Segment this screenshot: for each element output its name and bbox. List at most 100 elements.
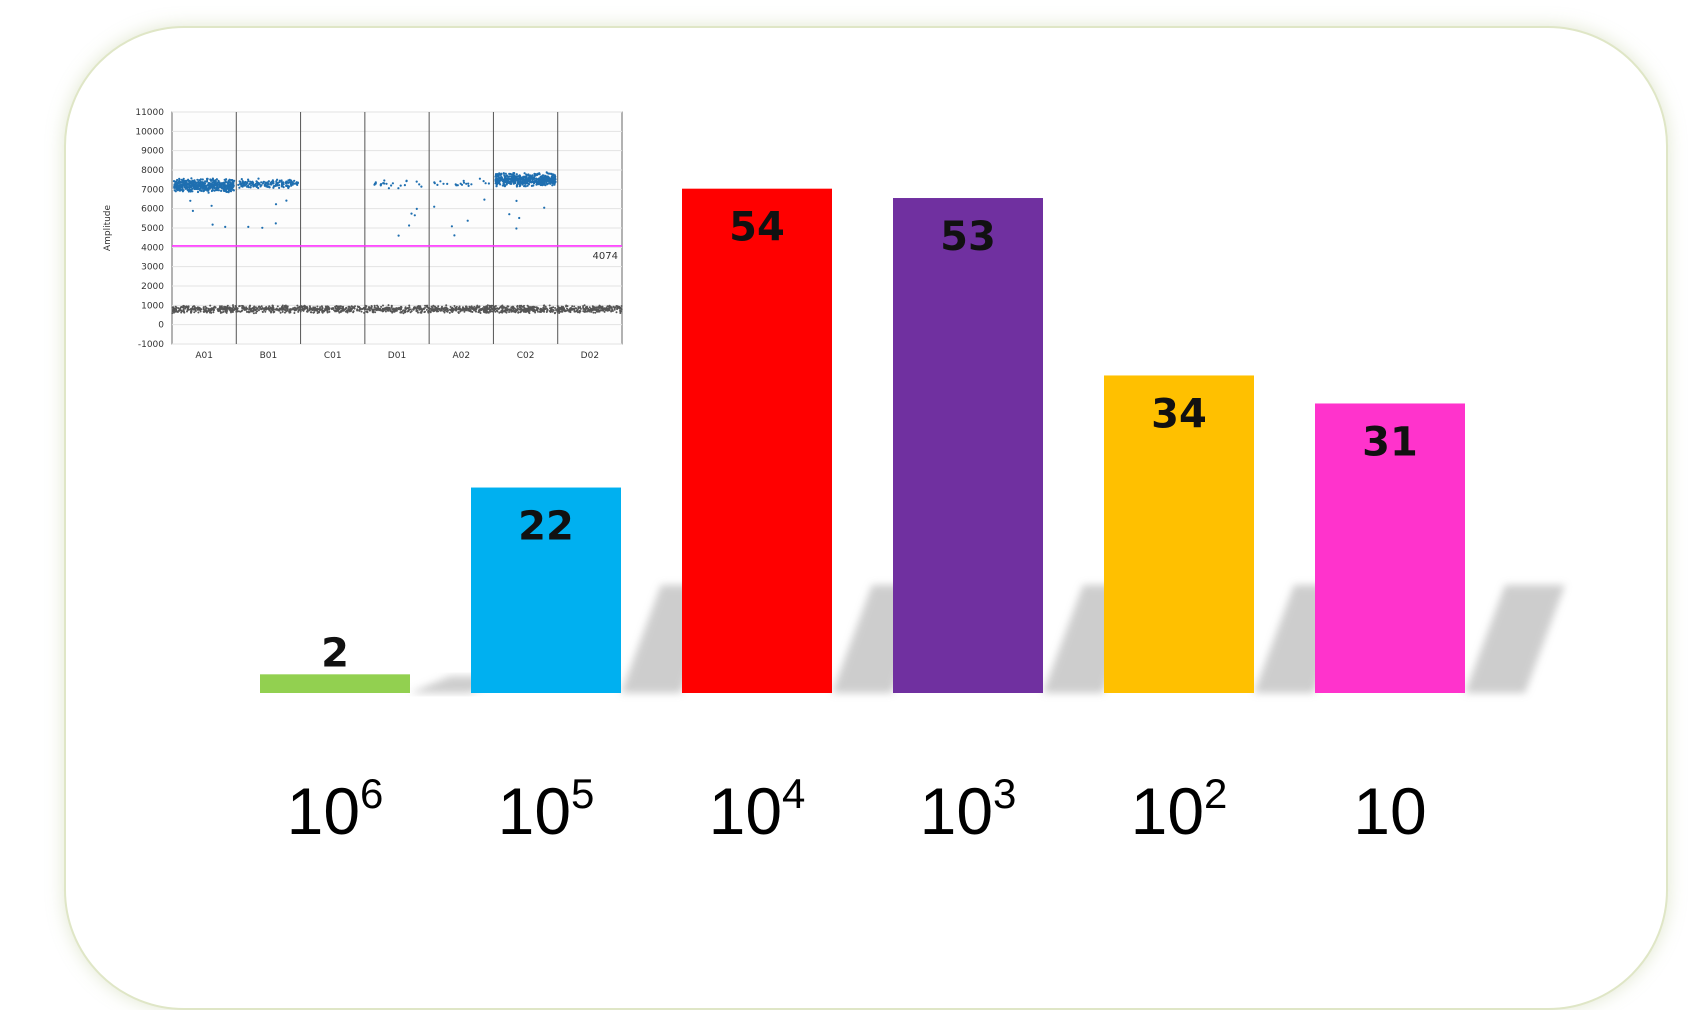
positive-droplet bbox=[518, 176, 521, 179]
negative-droplet bbox=[578, 310, 581, 313]
positive-droplet bbox=[524, 177, 527, 180]
positive-droplet bbox=[270, 183, 273, 186]
positive-droplet bbox=[495, 174, 498, 177]
negative-droplet bbox=[264, 310, 267, 313]
negative-droplet bbox=[235, 305, 237, 308]
positive-droplet bbox=[520, 178, 524, 181]
negative-droplet bbox=[349, 308, 352, 311]
negative-droplet bbox=[232, 306, 235, 309]
positive-droplet bbox=[222, 182, 226, 185]
positive-droplet bbox=[523, 181, 526, 184]
negative-droplet bbox=[177, 307, 180, 310]
positive-droplet bbox=[415, 180, 418, 183]
positive-droplet bbox=[229, 181, 232, 184]
negative-droplet bbox=[207, 307, 210, 310]
negative-droplet bbox=[403, 311, 406, 314]
negative-droplet bbox=[268, 305, 271, 308]
positive-droplet bbox=[526, 184, 529, 187]
negative-droplet bbox=[476, 304, 479, 307]
positive-droplet bbox=[515, 199, 518, 202]
negative-droplet bbox=[603, 310, 606, 313]
negative-droplet bbox=[482, 308, 485, 311]
negative-droplet bbox=[591, 308, 594, 311]
y-axis-label: Amplitude bbox=[103, 204, 113, 251]
negative-droplet bbox=[526, 304, 529, 307]
positive-droplet bbox=[510, 178, 513, 181]
negative-droplet bbox=[242, 306, 245, 309]
positive-droplet bbox=[204, 180, 207, 183]
negative-droplet bbox=[490, 307, 493, 310]
negative-droplet bbox=[254, 306, 257, 309]
negative-droplet bbox=[588, 308, 591, 311]
negative-droplet bbox=[288, 308, 291, 311]
positive-droplet bbox=[459, 182, 462, 185]
negative-droplet bbox=[202, 307, 205, 310]
negative-droplet bbox=[387, 304, 390, 307]
negative-droplet bbox=[494, 310, 497, 313]
positive-droplet bbox=[247, 186, 250, 189]
positive-droplet bbox=[197, 185, 200, 188]
y-tick-label: 1000 bbox=[141, 301, 164, 311]
positive-droplet bbox=[515, 178, 518, 182]
bar-value-label: 54 bbox=[729, 205, 785, 251]
negative-droplet bbox=[253, 305, 256, 308]
y-tick-label: 6000 bbox=[141, 205, 164, 215]
negative-droplet bbox=[523, 310, 525, 313]
positive-droplet bbox=[525, 180, 528, 183]
negative-droplet bbox=[288, 310, 290, 313]
negative-droplet bbox=[292, 308, 295, 311]
negative-droplet bbox=[512, 307, 515, 310]
positive-droplet bbox=[515, 173, 518, 176]
negative-droplet bbox=[537, 310, 539, 313]
positive-droplet bbox=[554, 177, 557, 180]
negative-droplet bbox=[537, 307, 540, 310]
negative-droplet bbox=[224, 307, 227, 310]
positive-droplet bbox=[231, 179, 234, 182]
negative-droplet bbox=[284, 311, 286, 314]
positive-droplet bbox=[177, 185, 180, 188]
positive-droplet bbox=[232, 185, 235, 188]
positive-droplet bbox=[225, 178, 228, 181]
positive-droplet bbox=[278, 186, 281, 189]
negative-droplet bbox=[286, 309, 289, 312]
positive-droplet bbox=[173, 189, 176, 192]
negative-droplet bbox=[527, 307, 530, 310]
negative-droplet bbox=[528, 309, 531, 312]
negative-droplet bbox=[372, 310, 375, 313]
negative-droplet bbox=[223, 305, 226, 308]
negative-droplet bbox=[444, 308, 447, 311]
negative-droplet bbox=[620, 305, 623, 307]
positive-droplet bbox=[533, 172, 536, 175]
positive-droplet bbox=[501, 180, 504, 183]
positive-droplet bbox=[179, 189, 182, 192]
positive-droplet bbox=[207, 183, 210, 186]
positive-droplet bbox=[261, 226, 264, 229]
positive-droplet bbox=[391, 182, 394, 185]
negative-droplet bbox=[319, 306, 322, 309]
positive-droplet bbox=[188, 185, 191, 188]
negative-droplet bbox=[601, 307, 604, 310]
negative-droplet bbox=[205, 307, 208, 310]
negative-droplet bbox=[312, 311, 315, 314]
positive-droplet bbox=[274, 222, 277, 225]
positive-droplet bbox=[285, 199, 288, 202]
negative-droplet bbox=[571, 305, 574, 308]
negative-droplet bbox=[391, 311, 394, 314]
positive-droplet bbox=[494, 175, 497, 178]
negative-droplet bbox=[572, 308, 575, 311]
negative-droplet bbox=[328, 307, 331, 310]
negative-droplet bbox=[261, 310, 264, 313]
negative-droplet bbox=[603, 307, 606, 310]
negative-droplet bbox=[392, 307, 395, 310]
negative-droplet bbox=[576, 308, 579, 311]
positive-droplet bbox=[512, 173, 515, 176]
y-tick-label: 8000 bbox=[141, 166, 164, 176]
positive-droplet bbox=[537, 177, 541, 180]
well-label: C02 bbox=[517, 351, 535, 361]
negative-droplet bbox=[559, 308, 562, 311]
negative-droplet bbox=[426, 304, 429, 307]
bar-value-label: 2 bbox=[321, 630, 349, 676]
negative-droplet bbox=[199, 310, 202, 313]
negative-droplet bbox=[429, 311, 432, 314]
negative-droplet bbox=[230, 311, 232, 314]
